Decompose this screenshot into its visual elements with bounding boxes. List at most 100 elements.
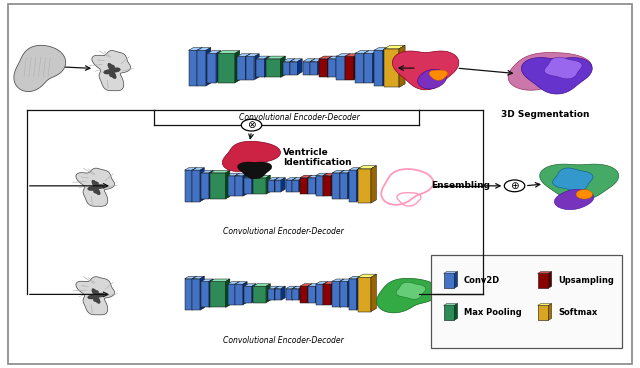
Polygon shape bbox=[290, 59, 302, 61]
Polygon shape bbox=[538, 304, 552, 305]
Polygon shape bbox=[337, 56, 341, 77]
Polygon shape bbox=[316, 175, 320, 194]
Polygon shape bbox=[396, 282, 426, 299]
Polygon shape bbox=[384, 49, 399, 88]
Polygon shape bbox=[522, 57, 592, 94]
Polygon shape bbox=[200, 168, 204, 202]
Polygon shape bbox=[374, 50, 383, 86]
Text: ⊗: ⊗ bbox=[247, 120, 256, 130]
Polygon shape bbox=[332, 279, 344, 282]
Polygon shape bbox=[236, 173, 247, 176]
Polygon shape bbox=[253, 175, 270, 178]
Polygon shape bbox=[202, 173, 209, 199]
Polygon shape bbox=[236, 282, 247, 284]
Polygon shape bbox=[319, 56, 332, 59]
Polygon shape bbox=[286, 178, 296, 180]
Polygon shape bbox=[316, 284, 320, 302]
Polygon shape bbox=[538, 272, 552, 273]
Polygon shape bbox=[308, 175, 320, 178]
Polygon shape bbox=[310, 59, 323, 61]
Polygon shape bbox=[228, 176, 236, 196]
Polygon shape bbox=[286, 286, 296, 289]
Text: Convolutional Encoder-Decoder: Convolutional Encoder-Decoder bbox=[223, 227, 343, 236]
Polygon shape bbox=[189, 50, 197, 86]
Polygon shape bbox=[538, 273, 548, 288]
Polygon shape bbox=[376, 278, 439, 313]
Polygon shape bbox=[200, 276, 204, 310]
Polygon shape bbox=[323, 173, 335, 176]
Polygon shape bbox=[345, 54, 350, 80]
Polygon shape bbox=[290, 61, 298, 75]
Polygon shape bbox=[286, 180, 292, 192]
Polygon shape bbox=[340, 282, 348, 307]
Text: Softmax: Softmax bbox=[558, 308, 597, 317]
Polygon shape bbox=[246, 56, 255, 80]
Polygon shape bbox=[383, 47, 388, 86]
Polygon shape bbox=[328, 56, 341, 59]
Text: Ventricle
Identification: Ventricle Identification bbox=[283, 148, 351, 167]
Polygon shape bbox=[323, 176, 331, 196]
Polygon shape bbox=[429, 70, 447, 80]
Polygon shape bbox=[275, 180, 281, 192]
Polygon shape bbox=[340, 170, 352, 173]
Polygon shape bbox=[216, 51, 221, 83]
Polygon shape bbox=[218, 51, 240, 53]
Polygon shape bbox=[189, 47, 202, 50]
Polygon shape bbox=[211, 173, 226, 199]
Polygon shape bbox=[185, 276, 196, 279]
Polygon shape bbox=[332, 170, 344, 173]
Polygon shape bbox=[328, 59, 337, 77]
Polygon shape bbox=[340, 279, 352, 282]
Polygon shape bbox=[444, 305, 454, 320]
Polygon shape bbox=[328, 56, 332, 77]
Polygon shape bbox=[207, 53, 216, 83]
Circle shape bbox=[241, 119, 262, 131]
Text: ⊕: ⊕ bbox=[510, 181, 519, 191]
Polygon shape bbox=[444, 273, 454, 288]
Polygon shape bbox=[540, 164, 619, 201]
Polygon shape bbox=[348, 170, 352, 199]
Polygon shape bbox=[244, 175, 256, 178]
Polygon shape bbox=[444, 272, 458, 273]
Polygon shape bbox=[244, 284, 256, 286]
Polygon shape bbox=[244, 178, 252, 194]
Polygon shape bbox=[243, 282, 247, 305]
Polygon shape bbox=[283, 59, 295, 61]
Polygon shape bbox=[358, 274, 376, 277]
Polygon shape bbox=[300, 284, 312, 286]
Polygon shape bbox=[275, 286, 278, 300]
Polygon shape bbox=[292, 178, 296, 192]
Polygon shape bbox=[356, 168, 361, 202]
Polygon shape bbox=[300, 175, 312, 178]
Polygon shape bbox=[104, 63, 120, 79]
Polygon shape bbox=[308, 284, 312, 302]
Polygon shape bbox=[299, 178, 303, 192]
Polygon shape bbox=[355, 51, 369, 53]
Polygon shape bbox=[317, 59, 323, 75]
Polygon shape bbox=[228, 284, 236, 305]
Polygon shape bbox=[218, 53, 235, 83]
Polygon shape bbox=[374, 47, 388, 50]
Polygon shape bbox=[308, 175, 312, 194]
Polygon shape bbox=[226, 170, 230, 199]
Polygon shape bbox=[348, 279, 352, 307]
Polygon shape bbox=[266, 284, 270, 302]
Polygon shape bbox=[253, 286, 266, 302]
Polygon shape bbox=[283, 61, 290, 75]
Polygon shape bbox=[308, 284, 320, 286]
Polygon shape bbox=[268, 180, 275, 192]
Polygon shape bbox=[554, 189, 594, 210]
Polygon shape bbox=[332, 282, 340, 307]
Polygon shape bbox=[349, 170, 356, 202]
Polygon shape bbox=[354, 54, 358, 80]
Polygon shape bbox=[228, 282, 239, 284]
Polygon shape bbox=[358, 166, 376, 169]
Polygon shape bbox=[211, 170, 230, 173]
Polygon shape bbox=[193, 168, 196, 202]
Polygon shape bbox=[418, 69, 446, 89]
Polygon shape bbox=[237, 56, 246, 80]
Polygon shape bbox=[226, 279, 230, 307]
Polygon shape bbox=[211, 282, 226, 307]
Polygon shape bbox=[316, 176, 323, 196]
Polygon shape bbox=[332, 173, 340, 199]
